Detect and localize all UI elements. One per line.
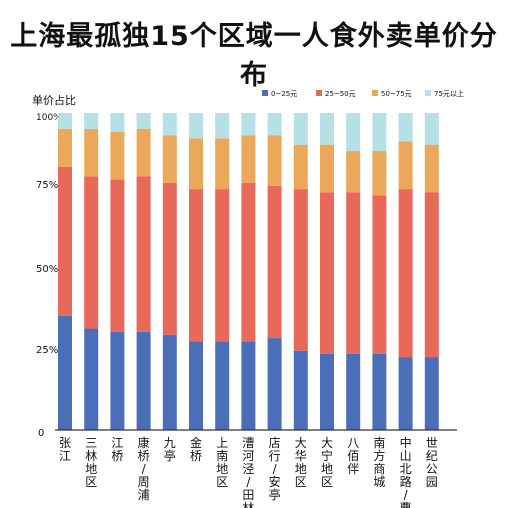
- bar-segment-3: [241, 135, 256, 183]
- legend-swatch: [262, 90, 268, 96]
- bar-segment-4: [293, 113, 308, 145]
- bar-segment-1: [162, 334, 177, 430]
- bar-segment-2: [136, 176, 151, 332]
- x-tick-label: 九亭: [164, 436, 176, 463]
- bar-segment-4: [424, 113, 439, 145]
- x-tick-label: 南方商城: [373, 435, 385, 489]
- bar-segment-3: [267, 135, 282, 186]
- x-tick-label: 大华地区: [295, 436, 307, 489]
- bar-segment-2: [372, 195, 387, 354]
- bar-segment-2: [215, 189, 230, 342]
- x-tick-label: 大宁地区: [321, 436, 333, 489]
- bar-segment-4: [241, 113, 256, 136]
- bar-segment-2: [241, 182, 256, 342]
- x-tick-label: 八佰伴: [347, 436, 359, 476]
- bar-segment-3: [320, 144, 334, 193]
- bar-segment-4: [162, 113, 177, 136]
- bar-segment-3: [189, 138, 203, 190]
- y-tick-label: 100%: [36, 113, 62, 123]
- bar-segment-4: [372, 113, 387, 152]
- bar-segment-3: [293, 144, 308, 190]
- bar-segment-2: [320, 192, 334, 354]
- chart-title: 上海最孤独15个区域一人食外卖单价分布: [10, 21, 498, 91]
- bar-segment-3: [424, 144, 439, 193]
- bar-segment-3: [110, 132, 125, 180]
- y-tick-label: 75%: [36, 180, 58, 191]
- legend-label: 75元以上: [434, 89, 464, 98]
- legend-label: 0~25元: [271, 90, 297, 98]
- legend-swatch: [425, 90, 431, 96]
- bar-segment-2: [267, 185, 282, 339]
- bar-segment-4: [215, 113, 230, 139]
- bar-segment-1: [189, 341, 203, 430]
- legend-label: 25~50元: [325, 90, 356, 98]
- y-tick-label: 50%: [36, 264, 58, 275]
- bar-segment-1: [424, 357, 439, 430]
- y-axis-label: 单价占比: [32, 93, 76, 107]
- bar-segment-1: [346, 353, 361, 430]
- bar-segment-4: [398, 113, 413, 142]
- x-tick-label: 店行/安亭: [269, 436, 281, 502]
- bar-segment-2: [189, 189, 203, 342]
- bar-segment-4: [58, 113, 72, 129]
- bar-segment-1: [136, 331, 151, 430]
- bar-segment-4: [267, 113, 282, 136]
- legend-label: 50~75元: [381, 90, 412, 98]
- y-tick-label: 25%: [36, 345, 58, 356]
- bar-segment-2: [398, 189, 413, 358]
- bar-segment-2: [162, 182, 177, 335]
- y-tick-label: 0: [38, 428, 44, 439]
- bar-segment-1: [267, 338, 282, 430]
- x-tick-label: 中山北路/曹杨: [400, 435, 412, 508]
- bar-segment-1: [110, 331, 125, 430]
- bar-segment-1: [293, 350, 308, 430]
- x-tick-label: 世纪公园: [426, 436, 438, 489]
- bar-segment-1: [372, 353, 387, 430]
- bar-segment-3: [162, 135, 177, 183]
- bar-segment-2: [293, 189, 308, 351]
- x-tick-label: 康桥/周浦: [138, 435, 150, 502]
- bar-segment-4: [320, 113, 334, 145]
- bar-segment-3: [398, 141, 413, 190]
- bar-segment-2: [58, 166, 72, 316]
- x-tick-label: 金桥: [190, 435, 202, 463]
- bar-segment-1: [215, 341, 230, 430]
- bar-segment-2: [346, 192, 361, 354]
- bar-segment-4: [346, 113, 361, 152]
- x-tick-label: 张江: [59, 436, 71, 463]
- bar-segment-3: [346, 151, 361, 193]
- bar-segment-3: [215, 138, 230, 190]
- bar-segment-2: [84, 176, 99, 329]
- bar-segment-3: [136, 128, 151, 177]
- x-tick-label: 三林地区: [85, 436, 97, 489]
- bar-segment-4: [110, 113, 125, 133]
- x-tick-label: 上南地区: [216, 436, 228, 489]
- bar-segment-3: [84, 128, 99, 177]
- bar-segment-3: [372, 151, 387, 196]
- bar-segment-1: [84, 328, 99, 430]
- x-tick-label: 漕河泾/田林: [242, 436, 254, 508]
- bar-segment-1: [398, 357, 413, 430]
- bar-segment-1: [241, 341, 256, 430]
- bar-segment-2: [424, 192, 439, 358]
- bar-segment-1: [320, 353, 334, 430]
- legend-swatch: [372, 90, 378, 96]
- bar-segment-1: [58, 315, 72, 430]
- x-tick-label: 江桥: [111, 436, 123, 463]
- legend-swatch: [316, 90, 322, 96]
- bar-segment-2: [110, 179, 125, 332]
- bar-segment-4: [189, 113, 203, 139]
- bar-segment-4: [84, 113, 99, 129]
- bar-segment-4: [136, 113, 151, 129]
- bar-segment-3: [58, 128, 72, 167]
